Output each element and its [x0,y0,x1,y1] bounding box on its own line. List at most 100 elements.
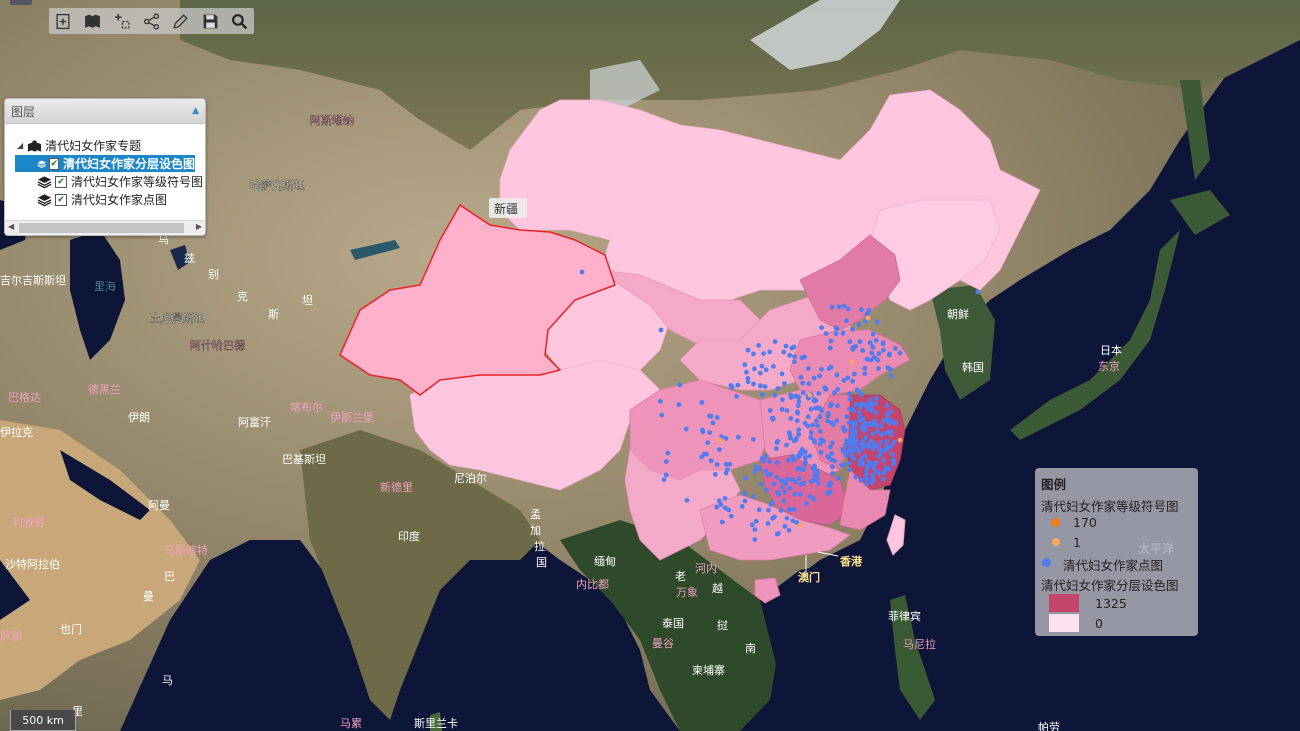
writer-point[interactable] [885,411,890,417]
writer-point[interactable] [869,407,875,413]
writer-point[interactable] [862,318,868,324]
writer-point[interactable] [770,416,776,422]
add-icon[interactable] [52,9,76,33]
writer-point[interactable] [873,338,879,343]
writer-point[interactable] [788,392,794,398]
writer-point[interactable] [772,392,778,398]
writer-point[interactable] [812,438,817,444]
writer-point[interactable] [870,473,876,478]
writer-point[interactable] [893,346,898,351]
writer-point[interactable] [779,485,785,490]
writer-point[interactable] [705,440,711,446]
writer-point[interactable] [884,403,890,408]
writer-point[interactable] [873,400,879,406]
graduated-symbol[interactable] [849,359,855,365]
writer-point[interactable] [864,356,870,362]
writer-point[interactable] [796,398,802,404]
writer-point[interactable] [815,405,821,411]
writer-point[interactable] [874,443,879,449]
writer-point[interactable] [843,453,849,458]
region-guangdong[interactable] [699,494,851,561]
writer-point[interactable] [781,498,787,504]
writer-point[interactable] [775,386,781,391]
writer-point[interactable] [728,383,734,388]
scroll-left-icon[interactable]: ◀ [8,222,15,231]
writer-point[interactable] [891,439,897,445]
writer-point[interactable] [794,394,800,400]
writer-point[interactable] [787,352,793,358]
writer-point[interactable] [853,343,859,349]
writer-point[interactable] [823,331,829,336]
writer-point[interactable] [791,457,797,463]
writer-point[interactable] [851,408,856,413]
writer-point[interactable] [815,423,821,429]
writer-point[interactable] [841,462,847,468]
writer-point[interactable] [876,471,882,476]
writer-point[interactable] [867,422,873,428]
writer-point[interactable] [773,446,779,451]
writer-point[interactable] [890,419,896,424]
writer-point[interactable] [857,417,863,423]
writer-point[interactable] [792,354,797,360]
writer-point[interactable] [870,445,875,450]
writer-point[interactable] [832,458,838,464]
writer-point[interactable] [798,374,804,380]
writer-point[interactable] [796,476,802,481]
writer-point[interactable] [712,472,718,477]
writer-point[interactable] [810,465,816,471]
writer-point[interactable] [819,408,824,414]
writer-point[interactable] [862,371,868,376]
writer-point[interactable] [799,355,805,361]
writer-point[interactable] [843,318,849,323]
writer-point[interactable] [727,461,733,467]
writer-point[interactable] [771,481,777,487]
writer-point[interactable] [884,438,890,444]
writer-point[interactable] [684,498,690,503]
writer-point[interactable] [742,362,748,368]
writer-point[interactable] [744,369,749,375]
writer-point[interactable] [751,381,756,387]
writer-point[interactable] [864,464,870,469]
writer-point[interactable] [767,459,772,464]
writer-point[interactable] [781,349,787,355]
save-icon[interactable] [198,9,222,33]
writer-point[interactable] [784,408,790,413]
writer-point[interactable] [831,422,836,427]
writer-point[interactable] [787,430,792,435]
scroll-thumb[interactable] [19,223,184,233]
writer-point[interactable] [785,476,790,482]
writer-point[interactable] [735,434,741,440]
writer-point[interactable] [783,343,789,349]
writer-point[interactable] [798,491,803,497]
writer-point[interactable] [836,304,842,310]
writer-point[interactable] [870,431,876,437]
writer-point[interactable] [829,451,835,456]
writer-point[interactable] [830,440,835,446]
writer-point[interactable] [854,438,859,444]
writer-point[interactable] [846,420,852,426]
writer-point[interactable] [756,343,761,348]
writer-point[interactable] [658,327,664,333]
writer-point[interactable] [846,460,852,466]
writer-point[interactable] [860,446,865,451]
writer-point[interactable] [872,354,877,360]
writer-point[interactable] [805,423,811,429]
writer-point[interactable] [825,418,830,424]
writer-point[interactable] [786,457,791,463]
writer-point[interactable] [845,375,851,381]
writer-point[interactable] [827,483,832,489]
writer-point[interactable] [795,453,801,459]
writer-point[interactable] [751,437,756,442]
writer-point[interactable] [856,322,862,328]
writer-point[interactable] [786,527,792,533]
writer-point[interactable] [888,373,894,379]
writer-point[interactable] [833,331,839,337]
writer-point[interactable] [816,391,822,396]
writer-point[interactable] [808,406,814,412]
writer-point[interactable] [859,460,865,465]
share-icon[interactable] [139,9,163,33]
writer-point[interactable] [767,408,773,413]
graduated-symbol[interactable] [717,437,723,443]
writer-point[interactable] [790,454,796,459]
writer-point[interactable] [835,403,840,409]
